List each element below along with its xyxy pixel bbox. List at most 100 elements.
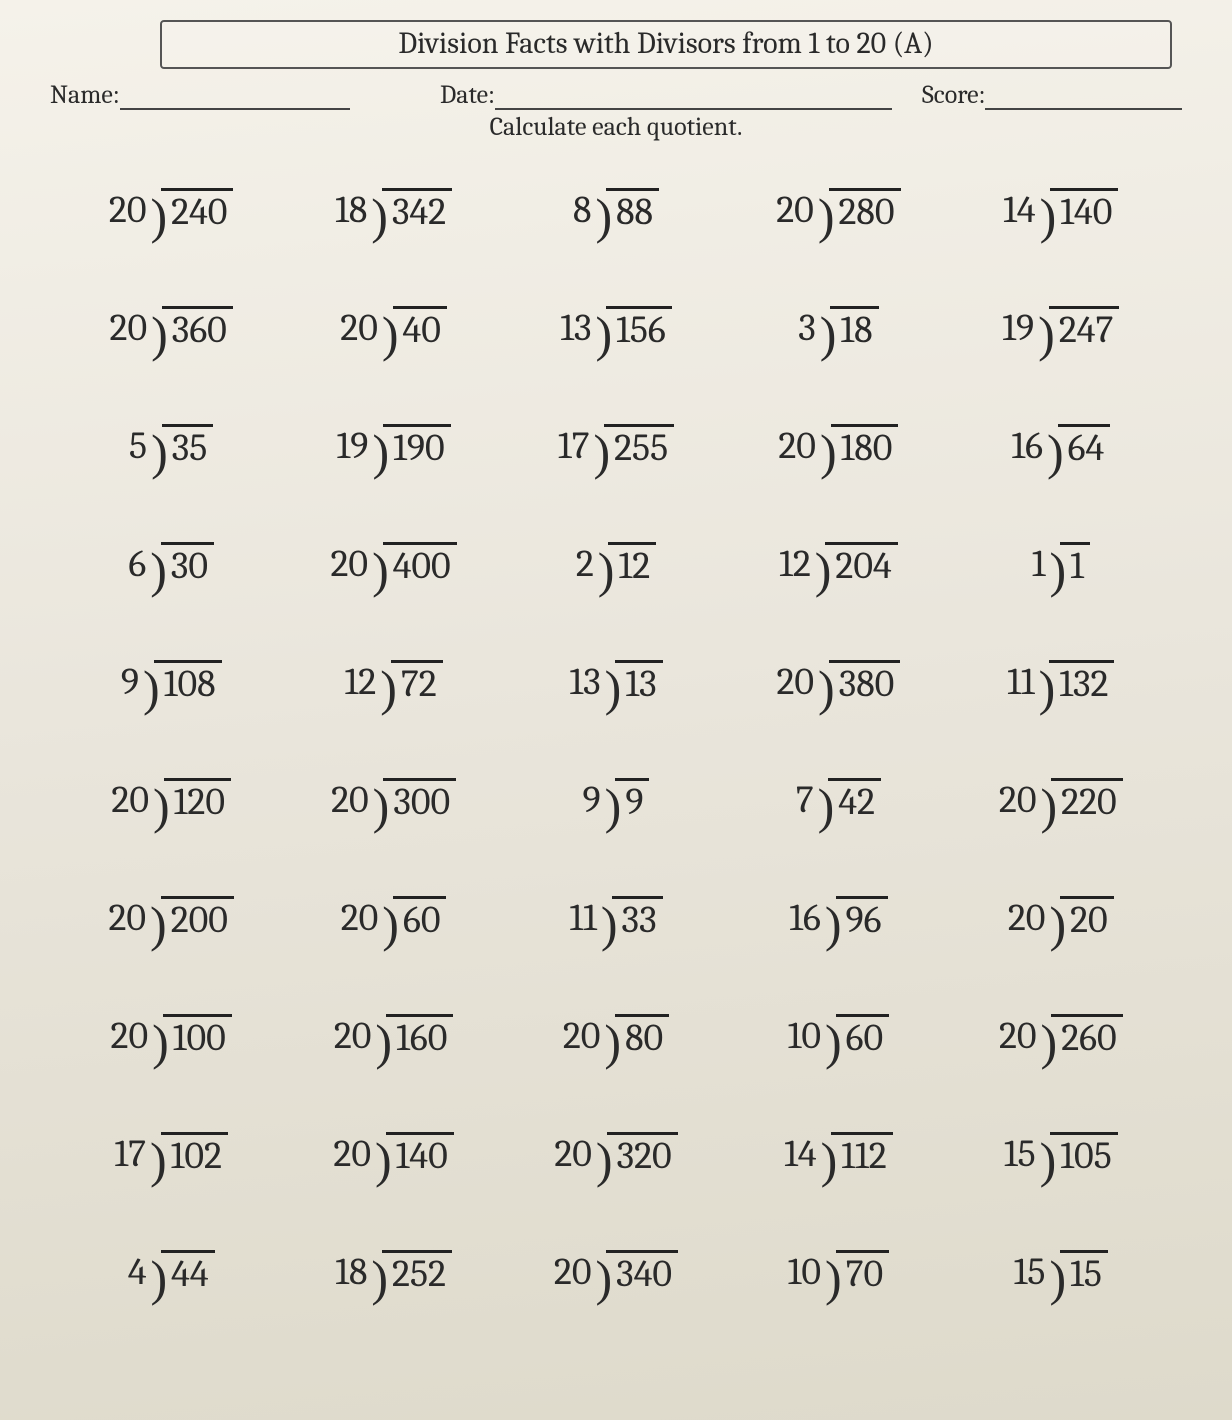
division-problem: 20)100 — [60, 996, 282, 1114]
dividend-box: 260 — [1051, 1014, 1122, 1057]
divisor: 20 — [334, 1017, 374, 1057]
long-division: 19)247 — [1002, 306, 1119, 349]
score-blank-line[interactable] — [985, 79, 1182, 110]
dividend-box: 160 — [386, 1014, 453, 1057]
division-problem: 20)40 — [282, 288, 504, 406]
division-problem: 20)300 — [282, 760, 504, 878]
dividend: 105 — [1060, 1134, 1111, 1178]
division-problem: 20)400 — [282, 524, 504, 642]
dividend: 108 — [164, 662, 216, 706]
date-blank-line[interactable] — [495, 79, 892, 110]
dividend: 102 — [171, 1134, 222, 1178]
dividend: 160 — [396, 1016, 447, 1060]
dividend-box: 112 — [831, 1132, 892, 1175]
dividend: 70 — [846, 1252, 884, 1296]
division-problem: 20)180 — [727, 406, 949, 524]
divisor: 18 — [335, 191, 369, 231]
dividend: 88 — [616, 190, 653, 234]
divisor: 1 — [1032, 545, 1048, 585]
long-division: 20)380 — [776, 660, 900, 703]
division-problem: 19)247 — [950, 288, 1172, 406]
name-blank-line[interactable] — [120, 79, 350, 110]
name-label: Name: — [50, 80, 120, 110]
long-division: 20)340 — [554, 1250, 678, 1293]
long-division: 18)252 — [335, 1250, 452, 1293]
long-division: 20)260 — [999, 1014, 1123, 1057]
division-problem: 1)1 — [950, 524, 1172, 642]
dividend-box: 42 — [828, 778, 881, 821]
division-problem: 7)42 — [727, 760, 949, 878]
divisor: 20 — [554, 1253, 594, 1293]
division-problem: 12)204 — [727, 524, 949, 642]
divisor: 20 — [999, 1017, 1039, 1057]
divisor: 2 — [576, 545, 596, 585]
divisor: 20 — [111, 781, 151, 821]
dividend-box: 70 — [836, 1250, 890, 1293]
divisor: 20 — [109, 191, 149, 231]
dividend: 120 — [174, 780, 225, 824]
long-division: 20)180 — [778, 424, 898, 467]
division-problem: 19)190 — [282, 406, 504, 524]
divisor: 20 — [108, 899, 148, 939]
division-problem: 17)255 — [505, 406, 727, 524]
dividend: 64 — [1068, 426, 1105, 470]
dividend: 15 — [1070, 1252, 1102, 1296]
dividend-box: 18 — [830, 306, 878, 349]
dividend: 260 — [1061, 1016, 1116, 1060]
dividend: 30 — [171, 544, 208, 588]
divisor: 20 — [563, 1017, 603, 1057]
divisor: 20 — [111, 1017, 151, 1057]
long-division: 12)72 — [345, 660, 443, 703]
dividend: 72 — [401, 662, 437, 706]
division-problem: 8)88 — [505, 170, 727, 288]
dividend: 112 — [841, 1134, 886, 1178]
division-problem: 3)18 — [727, 288, 949, 406]
long-division: 20)200 — [108, 896, 233, 939]
division-problem: 20)280 — [727, 170, 949, 288]
score-field: Score: — [922, 79, 1182, 110]
dividend-box: 400 — [383, 542, 457, 585]
division-problem: 11)132 — [950, 642, 1172, 760]
long-division: 14)112 — [784, 1132, 893, 1175]
dividend-box: 190 — [383, 424, 451, 467]
dividend: 12 — [618, 544, 650, 588]
division-problem: 20)220 — [950, 760, 1172, 878]
instruction-text: Calculate each quotient. — [50, 112, 1182, 142]
divisor: 11 — [569, 899, 599, 939]
dividend: 204 — [835, 544, 891, 588]
division-problem: 15)15 — [950, 1232, 1172, 1350]
divisor: 5 — [129, 427, 149, 467]
dividend-box: 140 — [1050, 188, 1118, 231]
dividend: 13 — [625, 662, 656, 706]
dividend-box: 13 — [615, 660, 662, 703]
dividend-box: 252 — [382, 1250, 452, 1293]
divisor: 20 — [340, 309, 380, 349]
divisor: 20 — [330, 545, 370, 585]
division-problem: 20)320 — [505, 1114, 727, 1232]
division-problem: 2)12 — [505, 524, 727, 642]
dividend-box: 105 — [1050, 1132, 1117, 1175]
date-label: Date: — [440, 80, 495, 110]
long-division: 11)33 — [569, 896, 662, 939]
division-problem: 4)44 — [60, 1232, 282, 1350]
dividend: 100 — [173, 1016, 226, 1060]
dividend-box: 100 — [163, 1014, 232, 1057]
division-problem: 12)72 — [282, 642, 504, 760]
long-division: 20)140 — [333, 1132, 453, 1175]
division-problem: 10)70 — [727, 1232, 949, 1350]
dividend: 35 — [172, 426, 208, 470]
divisor: 14 — [784, 1135, 818, 1175]
long-division: 20)240 — [109, 188, 234, 231]
long-division: 17)255 — [558, 424, 674, 467]
long-division: 20)280 — [776, 188, 900, 231]
dividend: 340 — [616, 1252, 672, 1296]
long-division: 13)156 — [560, 306, 672, 349]
division-problem: 17)102 — [60, 1114, 282, 1232]
divisor: 3 — [798, 309, 818, 349]
divisor: 15 — [1004, 1135, 1038, 1175]
divisor: 16 — [789, 899, 823, 939]
division-problem: 20)340 — [505, 1232, 727, 1350]
long-division: 5)35 — [129, 424, 213, 467]
divisor: 10 — [788, 1017, 823, 1057]
divisor: 20 — [1008, 899, 1048, 939]
